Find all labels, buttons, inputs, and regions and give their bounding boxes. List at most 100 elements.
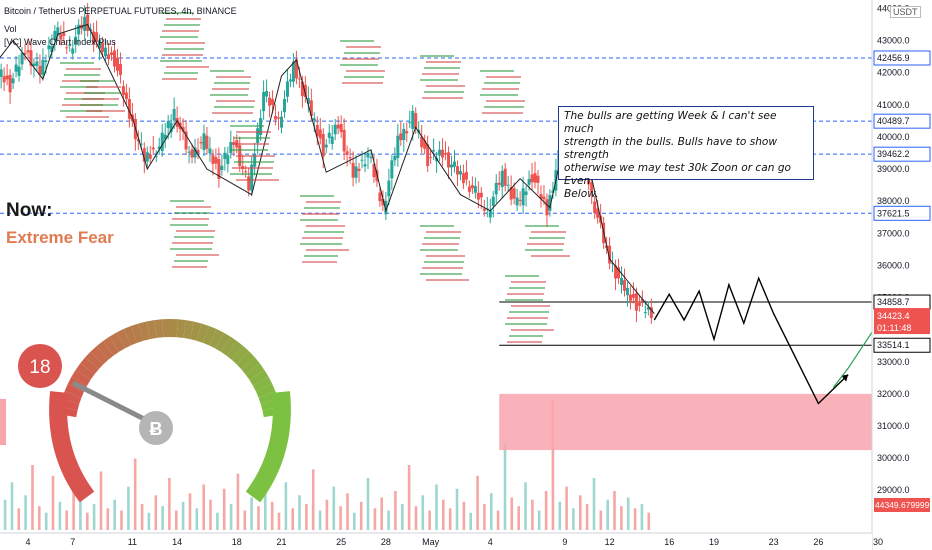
gauge-segment <box>85 351 104 370</box>
annotation-text-mark <box>174 236 214 238</box>
volume-bar <box>462 501 466 530</box>
y-tick-label: 32000.0 <box>877 389 910 399</box>
gauge-segment <box>109 332 125 352</box>
currency-label[interactable]: USDT <box>890 6 921 18</box>
annotation-text-mark <box>344 76 384 78</box>
volume-bar <box>421 495 425 530</box>
candle-body <box>181 126 185 132</box>
volume-bar <box>640 504 644 530</box>
candle-body <box>408 122 412 124</box>
annotation-text-mark <box>426 279 469 281</box>
gauge-segment <box>146 320 157 340</box>
annotation-text-mark <box>60 62 94 64</box>
candle-body <box>59 34 63 40</box>
candle-body <box>86 14 90 31</box>
candle-body <box>390 160 394 179</box>
support-price-tag[interactable] <box>873 337 931 353</box>
candle-body <box>447 152 451 168</box>
annotation-text-mark <box>511 305 550 307</box>
candle-body <box>321 134 325 157</box>
candle-body <box>297 78 301 80</box>
volume-bar <box>243 510 247 530</box>
candle-body <box>121 86 125 95</box>
annotation-text-mark <box>162 54 203 56</box>
level-price-tag[interactable] <box>873 113 931 129</box>
annotation-text-mark <box>505 299 543 301</box>
candle-body <box>318 129 322 139</box>
annotation-text-mark <box>160 36 198 38</box>
candle-body <box>637 301 641 306</box>
gauge-segment <box>209 329 224 349</box>
volume-bar <box>455 488 459 530</box>
annotation-text-mark <box>172 266 207 268</box>
annotation-text-mark <box>306 225 345 227</box>
volume-bar <box>188 493 192 530</box>
candle-body <box>533 173 537 183</box>
candle-body <box>136 139 140 142</box>
candle-body <box>479 192 483 198</box>
note-line: otherwise we may test 30k Zoon or can go… <box>564 162 792 187</box>
fear-value: 18 <box>29 357 50 378</box>
annotation-text-mark <box>176 254 219 256</box>
gauge-segment <box>102 336 120 356</box>
candle-body <box>190 149 194 158</box>
price-axis[interactable] <box>872 0 932 550</box>
current-price-tag[interactable] <box>874 308 930 335</box>
gauge-segment <box>249 370 269 386</box>
annotation-text-mark <box>342 82 383 84</box>
annotation-text-mark <box>422 267 463 269</box>
gauge-segment <box>252 376 273 392</box>
candle-body <box>387 180 391 197</box>
bitcoin-icon <box>139 411 173 445</box>
candle-body <box>253 154 257 167</box>
volume-bar <box>325 499 329 530</box>
candle-body <box>118 63 122 75</box>
volume-bar <box>544 491 548 530</box>
level-price-tag[interactable] <box>873 50 931 66</box>
volume-value-tag[interactable] <box>874 498 930 512</box>
volume-bar <box>394 491 397 530</box>
projection-path[interactable] <box>653 276 849 405</box>
level-price-tag[interactable] <box>873 146 931 162</box>
x-tick-label: 28 <box>381 537 391 547</box>
candle-body <box>491 196 495 206</box>
candle-body <box>145 152 149 162</box>
volume-bar <box>476 475 479 530</box>
candle-body <box>402 128 406 141</box>
x-tick-label: 9 <box>562 537 567 547</box>
annotation-text-mark <box>170 248 212 250</box>
annotation-text-mark <box>525 249 563 251</box>
gauge-segment <box>90 346 109 365</box>
annotation-text-mark <box>507 293 544 295</box>
annotation-text-mark <box>509 311 549 313</box>
candle-body <box>640 299 644 302</box>
candle-body <box>649 307 653 319</box>
annotation-text-mark <box>420 55 454 57</box>
level-price-tag[interactable] <box>873 205 931 221</box>
volume-bar <box>490 493 493 530</box>
annotation-text-mark <box>525 225 559 227</box>
candle-body <box>405 131 409 134</box>
candle-body <box>0 69 3 77</box>
volume-bar <box>318 510 322 530</box>
annotation-text-mark <box>420 225 454 227</box>
volume-bar <box>346 493 349 530</box>
projection-arrow-icon <box>841 374 849 382</box>
gauge-segment <box>123 326 138 346</box>
candle-body <box>455 166 459 175</box>
time-axis[interactable] <box>0 533 872 550</box>
candle-body <box>450 164 454 168</box>
candle-body <box>497 182 501 185</box>
annotation-text-mark <box>302 237 343 239</box>
volume-bar <box>147 512 151 530</box>
y-tick-label: 43000.0 <box>877 36 910 46</box>
annotation-text-mark <box>66 68 101 70</box>
candle-body <box>47 45 51 50</box>
annotation-text-mark <box>82 98 119 100</box>
annotation-text-mark <box>511 329 554 331</box>
candle-body <box>351 162 355 178</box>
annotation-text-mark <box>486 100 525 102</box>
volume-bar <box>209 499 212 530</box>
volume-bar <box>353 512 356 530</box>
